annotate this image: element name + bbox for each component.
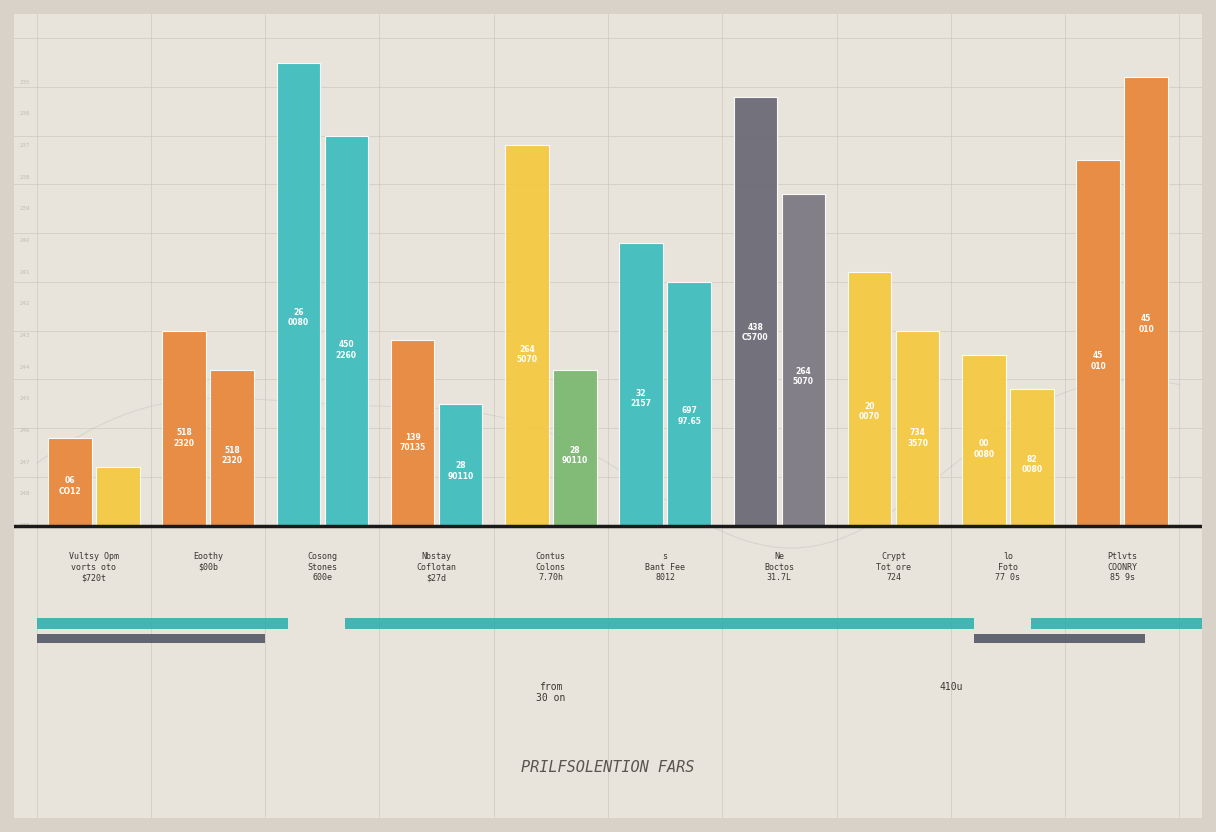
Text: Ptlvts
COONRY
85 9s: Ptlvts COONRY 85 9s (1107, 552, 1137, 582)
Bar (896, 330, 939, 526)
Bar (49, 438, 91, 526)
Text: PRILFSOLENTION FARS: PRILFSOLENTION FARS (522, 760, 694, 775)
Bar (733, 97, 777, 526)
Bar (1010, 389, 1053, 526)
Bar (36, 634, 265, 643)
Text: 410u: 410u (939, 681, 963, 691)
Bar (1125, 77, 1167, 526)
Bar (288, 617, 345, 630)
Text: 00
0080: 00 0080 (973, 439, 995, 458)
Text: 235: 235 (19, 80, 30, 85)
Text: 28
90110: 28 90110 (562, 446, 589, 465)
Bar (439, 404, 483, 526)
Bar (96, 468, 140, 526)
Text: 244: 244 (19, 364, 30, 369)
Text: 734
3570: 734 3570 (907, 428, 928, 448)
Bar (210, 369, 254, 526)
Text: 241: 241 (19, 270, 30, 275)
Text: Nbstay
Coflotan
$27d: Nbstay Coflotan $27d (417, 552, 457, 582)
Text: 237: 237 (19, 143, 30, 148)
Text: Eoothy
$00b: Eoothy $00b (193, 552, 223, 572)
Text: 239: 239 (19, 206, 30, 211)
Text: 32
2157: 32 2157 (631, 389, 652, 409)
Bar (619, 243, 663, 526)
Text: 245: 245 (19, 396, 30, 402)
Text: 139
70135: 139 70135 (400, 433, 426, 452)
Text: Ne
Boctos
31.7L: Ne Boctos 31.7L (765, 552, 794, 582)
Text: 247: 247 (19, 460, 30, 465)
Text: 243: 243 (19, 333, 30, 338)
Text: 242: 242 (19, 301, 30, 306)
Text: 28
90110: 28 90110 (447, 461, 474, 481)
Text: 518
2320: 518 2320 (221, 446, 243, 465)
Bar (36, 618, 1216, 628)
Bar (962, 355, 1006, 526)
Bar (974, 634, 1145, 643)
Text: 438
C5700: 438 C5700 (742, 323, 769, 342)
Bar (505, 146, 548, 526)
Bar (163, 330, 206, 526)
Text: Contus
Colons
7.70h: Contus Colons 7.70h (536, 552, 565, 582)
Text: 264
5070: 264 5070 (793, 367, 814, 386)
Text: 45
010: 45 010 (1138, 314, 1154, 334)
Bar (325, 136, 368, 526)
Text: 248: 248 (19, 492, 30, 497)
Text: 238: 238 (19, 175, 30, 180)
Text: 246: 246 (19, 428, 30, 433)
Bar (974, 617, 1031, 630)
Text: 697
97.65: 697 97.65 (677, 406, 702, 426)
Text: 26
0080: 26 0080 (288, 308, 309, 327)
Text: Vultsy Opm
vorts oto
$720t: Vultsy Opm vorts oto $720t (69, 552, 119, 582)
Text: s
Bant Fee
8012: s Bant Fee 8012 (646, 552, 685, 582)
Text: Crypt
Tot ore
724: Crypt Tot ore 724 (877, 552, 911, 582)
Text: 240: 240 (19, 238, 30, 243)
Text: 264
5070: 264 5070 (517, 345, 537, 364)
Text: 45
010: 45 010 (1091, 351, 1107, 371)
Bar (553, 369, 597, 526)
Text: from
30 on: from 30 on (536, 681, 565, 703)
Text: 450
2260: 450 2260 (336, 340, 356, 360)
Bar (277, 62, 320, 526)
Text: Cosong
Stones
600e: Cosong Stones 600e (308, 552, 337, 582)
Text: 20
0070: 20 0070 (858, 402, 880, 421)
Text: 249: 249 (19, 523, 30, 528)
Bar (668, 282, 711, 526)
Bar (782, 194, 826, 526)
Text: 236: 236 (19, 111, 30, 116)
Text: 518
2320: 518 2320 (174, 428, 195, 448)
Bar (390, 340, 434, 526)
Bar (848, 272, 891, 526)
Text: 06
CO12: 06 CO12 (58, 477, 81, 496)
Bar (1076, 160, 1120, 526)
Text: lo
Foto
77 0s: lo Foto 77 0s (996, 552, 1020, 582)
Text: 82
0080: 82 0080 (1021, 454, 1042, 474)
